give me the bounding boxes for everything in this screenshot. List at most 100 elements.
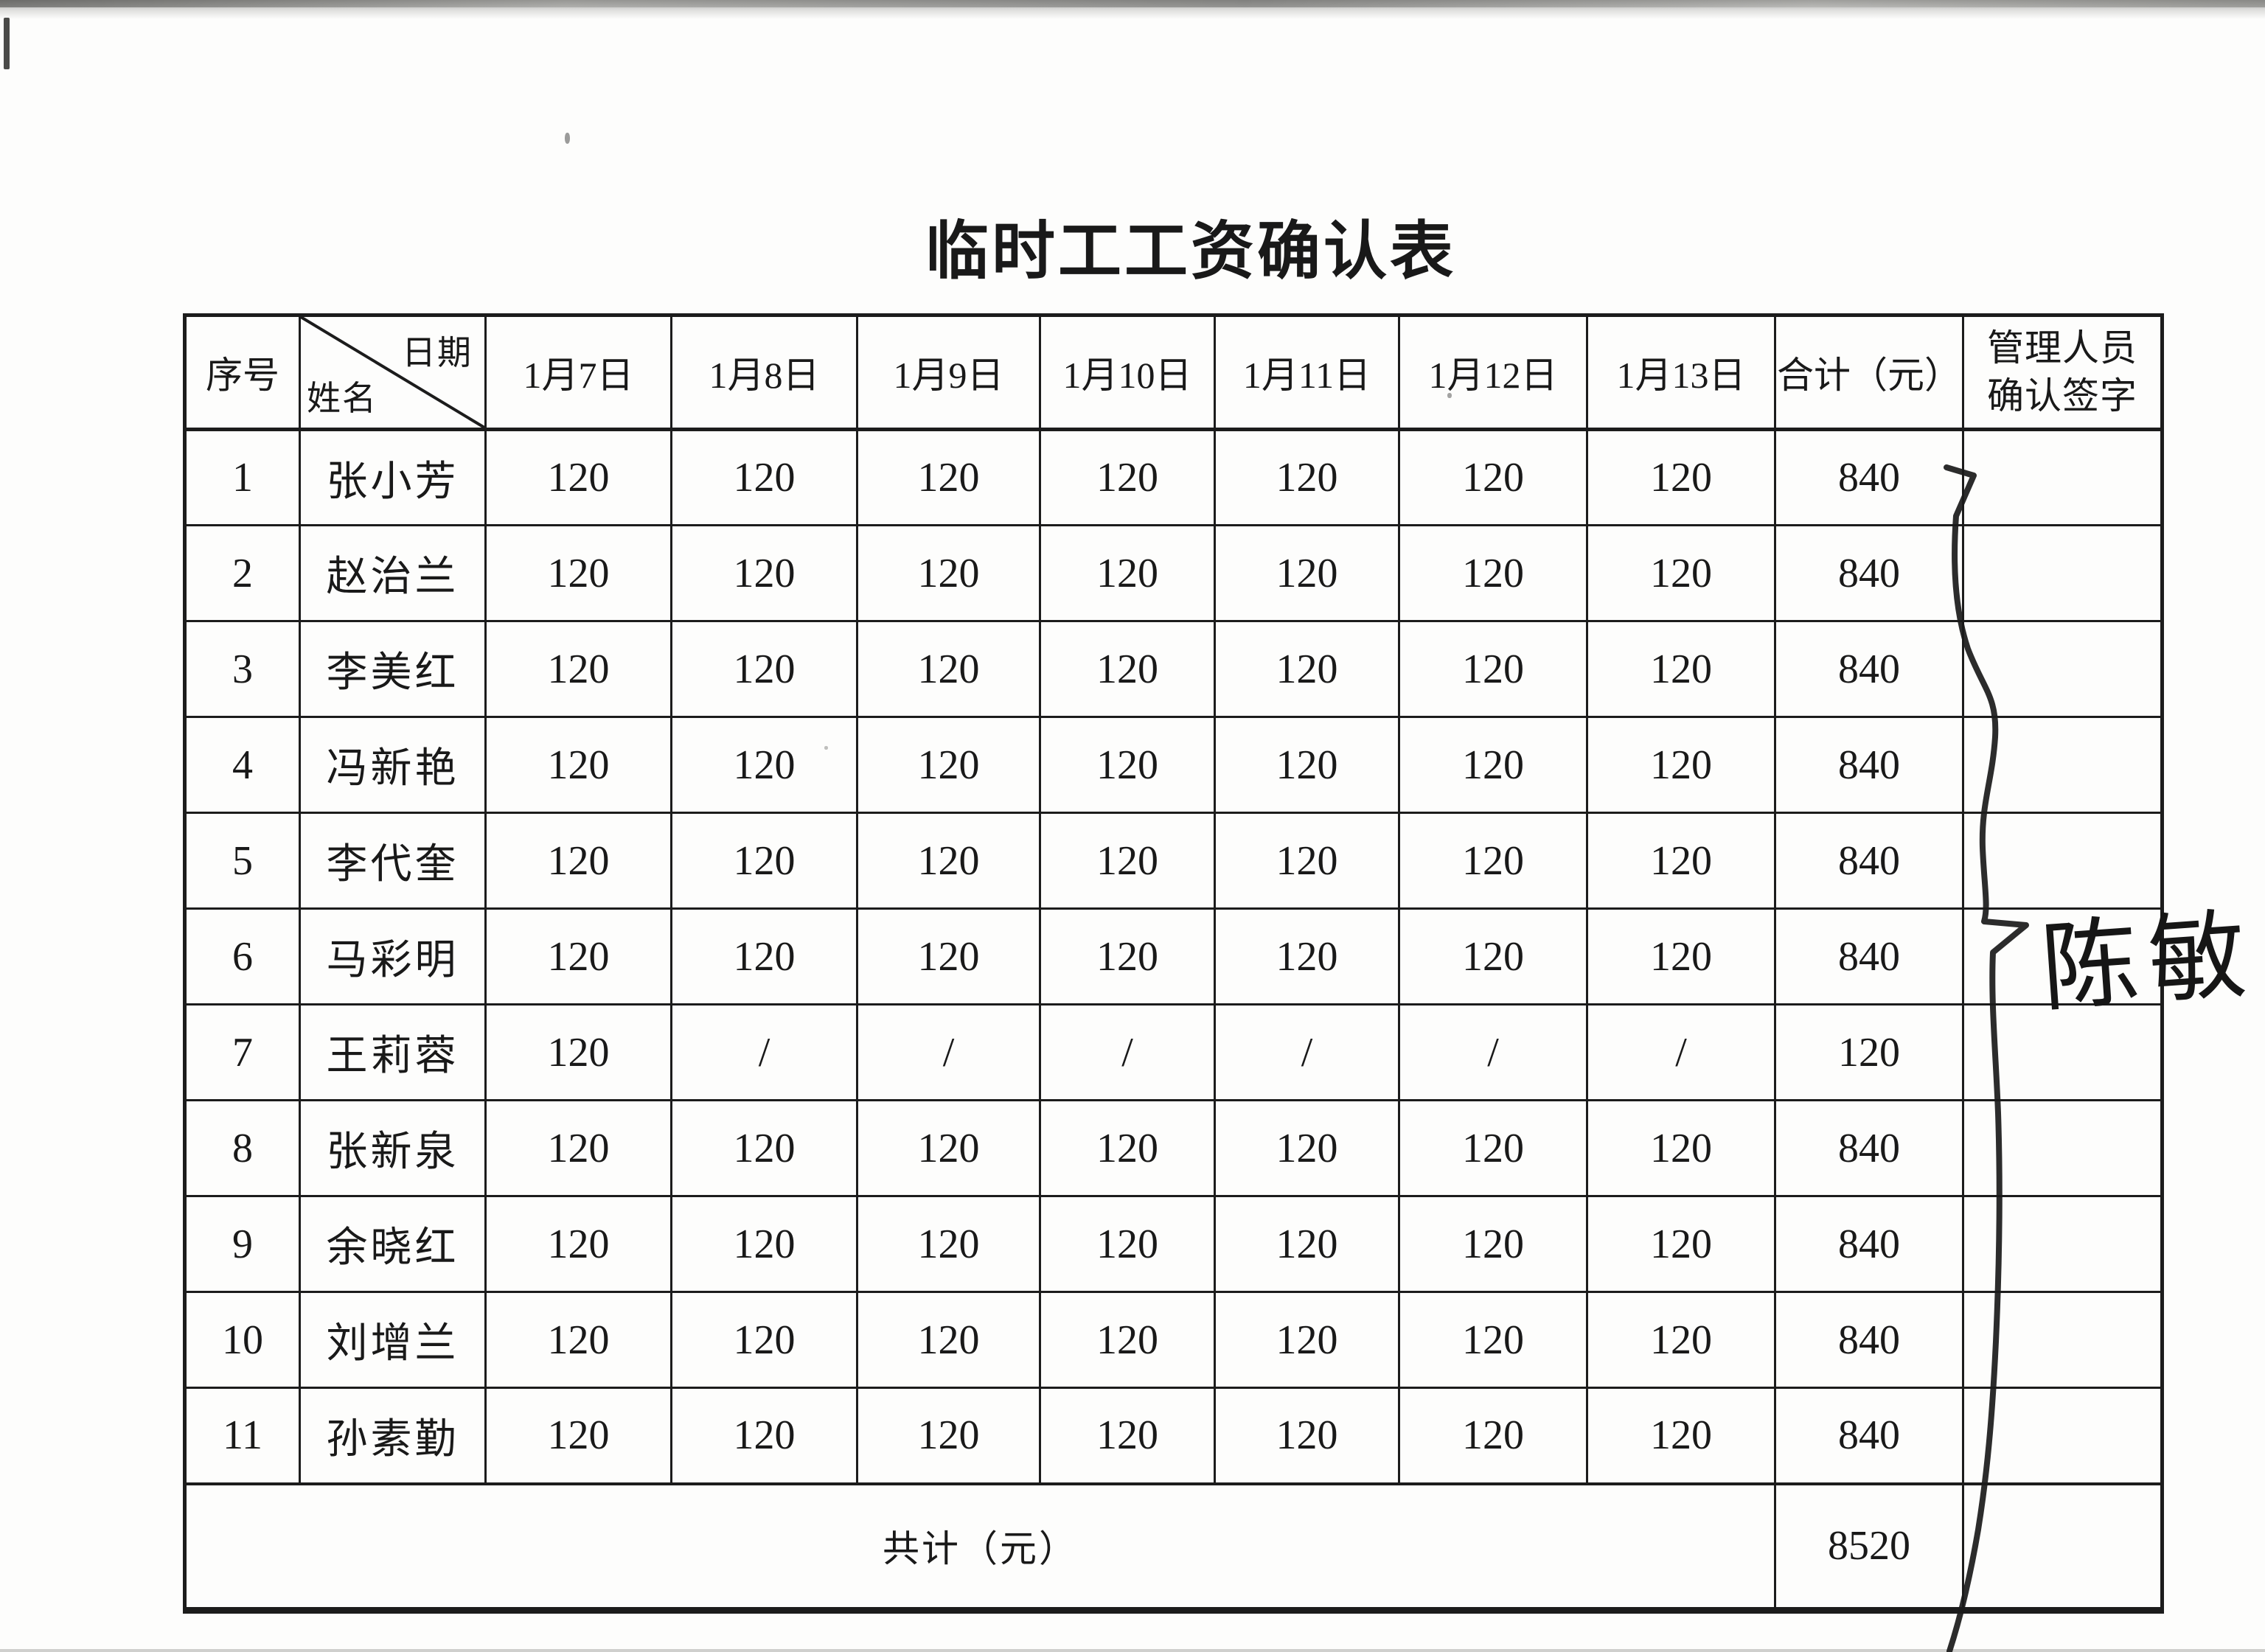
scan-bottom-edge <box>0 1649 2265 1652</box>
cell-day: 120 <box>1586 524 1776 622</box>
cell-name: 李美红 <box>299 620 487 718</box>
cell-day: 120 <box>1398 620 1588 718</box>
cell-signature <box>1962 428 2163 526</box>
col-header-day: 1月11日 <box>1214 314 1400 431</box>
table-row: 11 孙素勤 120 120 120 120 120 120 120 840 <box>184 1387 2163 1485</box>
cell-signature <box>1962 907 2163 1006</box>
cell-day: 120 <box>1214 1195 1400 1293</box>
cell-name: 余晓红 <box>299 1195 487 1293</box>
cell-day: 120 <box>856 716 1041 814</box>
cell-day: 120 <box>856 620 1041 718</box>
cell-day: 120 <box>484 524 672 622</box>
cell-day: 120 <box>670 1291 858 1389</box>
cell-day: 120 <box>1398 812 1588 910</box>
cell-day: 120 <box>670 716 858 814</box>
cell-day: 120 <box>1586 907 1776 1006</box>
diagonal-label-date: 日期 <box>402 334 473 372</box>
cell-day: 120 <box>1586 812 1776 910</box>
cell-total: 840 <box>1774 428 1964 526</box>
cell-day: 120 <box>1214 907 1400 1006</box>
cell-signature <box>1962 1099 2163 1197</box>
cell-total: 120 <box>1774 1003 1964 1101</box>
col-header-total: 合计（元） <box>1774 314 1964 431</box>
cell-day: 120 <box>670 428 858 526</box>
cell-day: / <box>1039 1003 1216 1101</box>
cell-day: 120 <box>856 428 1041 526</box>
cell-no: 10 <box>184 1291 301 1389</box>
cell-total: 840 <box>1774 620 1964 718</box>
cell-day: / <box>1586 1003 1776 1101</box>
cell-total: 840 <box>1774 1099 1964 1197</box>
cell-day: 120 <box>670 1387 858 1485</box>
cell-signature <box>1962 524 2163 622</box>
col-header-day: 1月10日 <box>1039 314 1216 431</box>
cell-day: 120 <box>484 1099 672 1197</box>
cell-signature <box>1962 1482 2163 1611</box>
cell-day: 120 <box>484 1195 672 1293</box>
cell-total: 840 <box>1774 907 1964 1006</box>
signature-header-line2: 确认签字 <box>1987 375 2137 417</box>
col-header-day: 1月9日 <box>856 314 1041 431</box>
cell-day: 120 <box>484 1387 672 1485</box>
table-row: 3 李美红 120 120 120 120 120 120 120 840 <box>184 620 2163 718</box>
cell-name: 赵治兰 <box>299 524 487 622</box>
cell-name: 马彩明 <box>299 907 487 1006</box>
cell-day: 120 <box>1398 907 1588 1006</box>
table-row: 4 冯新艳 120 120 120 120 120 120 120 840 <box>184 716 2163 814</box>
cell-no: 1 <box>184 428 301 526</box>
cell-day: 120 <box>1398 1387 1588 1485</box>
cell-day: 120 <box>1586 716 1776 814</box>
cell-total: 840 <box>1774 524 1964 622</box>
cell-day: 120 <box>856 907 1041 1006</box>
cell-day: 120 <box>856 1099 1041 1197</box>
cell-day: 120 <box>1039 620 1216 718</box>
scan-corner-mark <box>4 18 10 69</box>
col-header-day: 1月13日 <box>1586 314 1776 431</box>
cell-day: / <box>1214 1003 1400 1101</box>
wage-table: 序号 日期 姓名 1月7日 1月8日 1月9日 1月10日 1月11日 1月12… <box>183 313 2164 1614</box>
cell-day: 120 <box>1214 1387 1400 1485</box>
cell-signature <box>1962 620 2163 718</box>
cell-signature <box>1962 1003 2163 1101</box>
cell-day: 120 <box>1039 907 1216 1006</box>
diagonal-label-name: 姓名 <box>307 380 378 417</box>
cell-signature <box>1962 1387 2163 1485</box>
cell-day: 120 <box>856 1291 1041 1389</box>
cell-signature <box>1962 1291 2163 1389</box>
signature-header-line1: 管理人员 <box>1987 327 2137 369</box>
cell-no: 9 <box>184 1195 301 1293</box>
col-header-day: 1月7日 <box>484 314 672 431</box>
col-header-signature: 管理人员 确认签字 <box>1962 314 2163 431</box>
cell-day: / <box>856 1003 1041 1101</box>
cell-signature <box>1962 716 2163 814</box>
cell-day: 120 <box>484 907 672 1006</box>
cell-day: / <box>670 1003 858 1101</box>
cell-name: 冯新艳 <box>299 716 487 814</box>
col-header-date-name: 日期 姓名 <box>299 314 487 431</box>
cell-signature <box>1962 812 2163 910</box>
table-row: 2 赵治兰 120 120 120 120 120 120 120 840 <box>184 524 2163 622</box>
cell-no: 11 <box>184 1387 301 1485</box>
scan-speck <box>565 133 570 144</box>
cell-day: 120 <box>1398 1195 1588 1293</box>
diagonal-divider-line <box>301 317 484 428</box>
cell-day: 120 <box>670 524 858 622</box>
cell-day: 120 <box>1039 812 1216 910</box>
cell-total: 840 <box>1774 1291 1964 1389</box>
cell-day: 120 <box>484 716 672 814</box>
table-row: 8 张新泉 120 120 120 120 120 120 120 840 <box>184 1099 2163 1197</box>
cell-day: 120 <box>1039 428 1216 526</box>
table-row: 5 李代奎 120 120 120 120 120 120 120 840 <box>184 812 2163 910</box>
cell-day: 120 <box>1214 524 1400 622</box>
cell-day: 120 <box>670 1195 858 1293</box>
grand-total-row: 共计（元） 8520 <box>184 1482 2163 1611</box>
cell-day: 120 <box>1039 1099 1216 1197</box>
cell-day: 120 <box>1039 524 1216 622</box>
cell-day: 120 <box>1039 716 1216 814</box>
col-header-index: 序号 <box>184 314 301 431</box>
cell-name: 张小芳 <box>299 428 487 526</box>
table-row: 6 马彩明 120 120 120 120 120 120 120 840 <box>184 907 2163 1006</box>
cell-day: 120 <box>1214 428 1400 526</box>
cell-day: 120 <box>1214 1099 1400 1197</box>
cell-name: 孙素勤 <box>299 1387 487 1485</box>
